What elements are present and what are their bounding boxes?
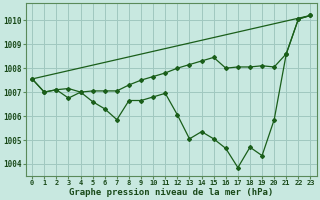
X-axis label: Graphe pression niveau de la mer (hPa): Graphe pression niveau de la mer (hPa) xyxy=(69,188,274,197)
